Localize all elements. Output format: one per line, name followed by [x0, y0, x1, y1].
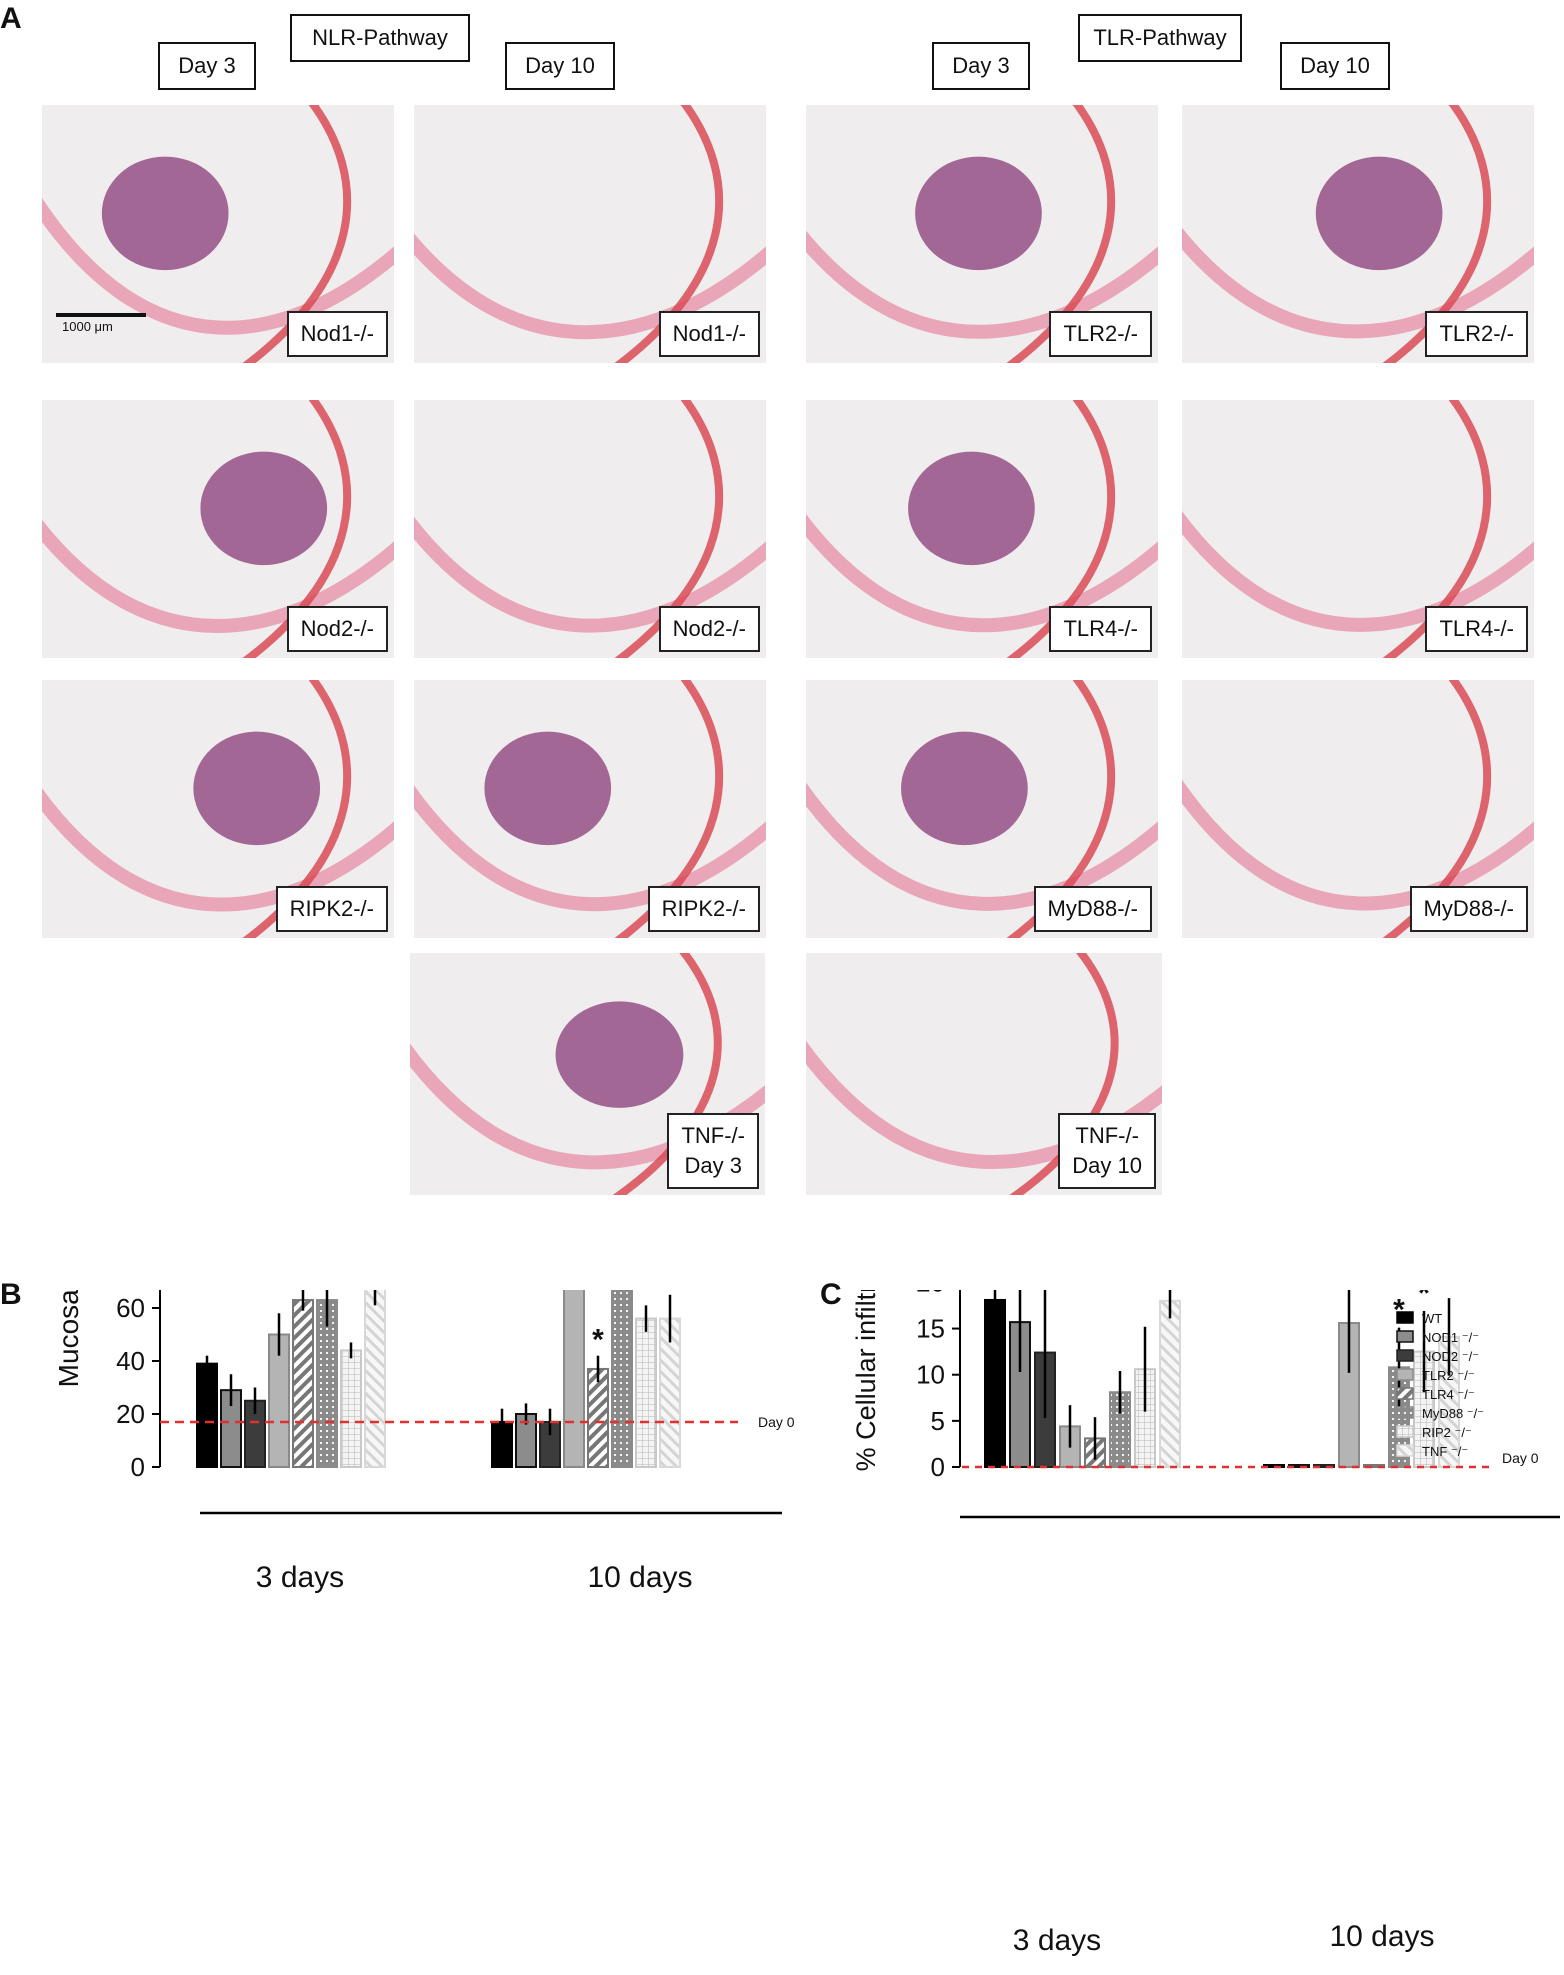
significance-star: *	[592, 1324, 604, 1357]
genotype-label: Nod1-/-	[658, 311, 760, 357]
y-tick-label: 0	[931, 1452, 945, 1482]
micrograph: MyD88-/-	[806, 680, 1158, 938]
header-nlr-day3: Day 3	[158, 42, 256, 90]
micrograph: Nod2-/-	[42, 400, 394, 658]
reference-line-label: Day 0	[758, 1414, 795, 1430]
reference-line-label: Day 0	[1502, 1450, 1539, 1466]
header-tlr-pathway: TLR-Pathway	[1078, 14, 1242, 62]
bar	[292, 1299, 314, 1468]
micrograph: TLR2-/-	[806, 105, 1158, 363]
micrograph: TNF-/- Day 10	[806, 953, 1162, 1195]
genotype-label: Nod2-/-	[658, 606, 760, 652]
legend-swatch	[1396, 1387, 1414, 1400]
panel-letter-b: B	[0, 1278, 22, 1311]
micrograph: RIPK2-/-	[414, 680, 766, 938]
micrograph: TLR4-/-	[1182, 400, 1534, 658]
bar	[1159, 1299, 1181, 1469]
legend-swatch	[1396, 1444, 1414, 1457]
y-axis-title: % Cellular infiltration in ME	[851, 1290, 881, 1471]
micrograph: TLR2-/-	[1182, 105, 1534, 363]
genotype-label: Nod1-/-	[286, 311, 388, 357]
genotype-label: TLR2-/-	[1049, 311, 1152, 357]
genotype-label: TLR4-/-	[1425, 606, 1528, 652]
genotype-label: MyD88-/-	[1033, 886, 1152, 932]
header-tlr-day10: Day 10	[1280, 42, 1390, 90]
x-group-label: 10 days	[1329, 1920, 1434, 1953]
bar	[196, 1362, 218, 1468]
genotype-label: TLR2-/-	[1425, 311, 1528, 357]
legend-label: TNF ⁻/⁻	[1422, 1444, 1468, 1459]
y-tick-label: 15	[916, 1314, 945, 1344]
legend-swatch	[1396, 1349, 1414, 1362]
x-group-label: 3 days	[1013, 1924, 1101, 1957]
y-tick-label: 20	[916, 1290, 945, 1297]
y-tick-label: 60	[116, 1293, 145, 1323]
x-group-label: 10 days	[587, 1561, 692, 1594]
micrograph: TLR4-/-	[806, 400, 1158, 658]
y-tick-label: 20	[116, 1399, 145, 1429]
y-tick-label: 10	[916, 1360, 945, 1390]
bar	[563, 1290, 585, 1468]
bar	[635, 1317, 657, 1468]
panel-letter-a: A	[0, 2, 22, 35]
genotype-label: RIPK2-/-	[647, 886, 760, 932]
genotype-label: RIPK2-/-	[275, 886, 388, 932]
header-nlr-pathway: NLR-Pathway	[290, 14, 470, 62]
micrograph: MyD88-/-	[1182, 680, 1534, 938]
scale-bar-line	[56, 313, 146, 317]
scale-bar: 1000 μm	[56, 313, 146, 334]
micrograph: RIPK2-/-	[42, 680, 394, 938]
scale-bar-label: 1000 μm	[62, 319, 113, 334]
header-tlr-day3: Day 3	[932, 42, 1030, 90]
micrograph: Nod2-/-	[414, 400, 766, 658]
significance-star: *	[1443, 1290, 1455, 1297]
tissue-section	[42, 400, 394, 658]
legend-label: TLR2 ⁻/⁻	[1422, 1368, 1475, 1383]
legend-label: TLR4 ⁻/⁻	[1422, 1387, 1475, 1402]
genotype-label: TNF-/- Day 10	[1058, 1113, 1156, 1189]
bar	[340, 1349, 362, 1468]
chart-mucosal-thickness: 020406080100120240Mucosal thickness (μm)…	[53, 1290, 795, 1594]
legend-swatch	[1396, 1368, 1414, 1381]
chart-cellular-infiltration: 05101520253035% Cellular infiltration in…	[851, 1290, 1560, 1957]
legend-label: RIP2 ⁻/⁻	[1422, 1425, 1472, 1440]
legend-swatch	[1396, 1330, 1414, 1343]
legend-label: NOD2 ⁻/⁻	[1422, 1349, 1479, 1364]
x-group-label: 3 days	[256, 1561, 344, 1594]
genotype-label: TNF-/- Day 3	[667, 1113, 759, 1189]
y-tick-label: 0	[131, 1452, 145, 1482]
genotype-label: Nod2-/-	[286, 606, 388, 652]
bar	[611, 1290, 633, 1468]
significance-star: *	[1418, 1290, 1430, 1310]
y-tick-label: 5	[931, 1406, 945, 1436]
micrograph: 1000 μm Nod1-/-	[42, 105, 394, 363]
legend-swatch	[1396, 1425, 1414, 1438]
genotype-label: TLR4-/-	[1049, 606, 1152, 652]
micrograph: TNF-/- Day 3	[410, 953, 765, 1195]
legend-swatch	[1396, 1406, 1414, 1419]
genotype-label: MyD88-/-	[1409, 886, 1528, 932]
significance-star: *	[664, 1290, 676, 1296]
significance-star: *	[640, 1290, 652, 1306]
legend-label: NOD1 ⁻/⁻	[1422, 1330, 1479, 1345]
bar	[364, 1290, 386, 1469]
micrograph: Nod1-/-	[414, 105, 766, 363]
legend-label: MyD88 ⁻/⁻	[1422, 1406, 1484, 1421]
legend-label: WT	[1422, 1311, 1442, 1326]
y-tick-label: 40	[116, 1346, 145, 1376]
y-axis-title: Mucosal thickness (μm)	[53, 1290, 84, 1387]
legend-swatch	[1396, 1311, 1414, 1324]
panel-letter-c: C	[820, 1278, 842, 1311]
bar	[587, 1367, 609, 1468]
header-nlr-day10: Day 10	[505, 42, 615, 90]
